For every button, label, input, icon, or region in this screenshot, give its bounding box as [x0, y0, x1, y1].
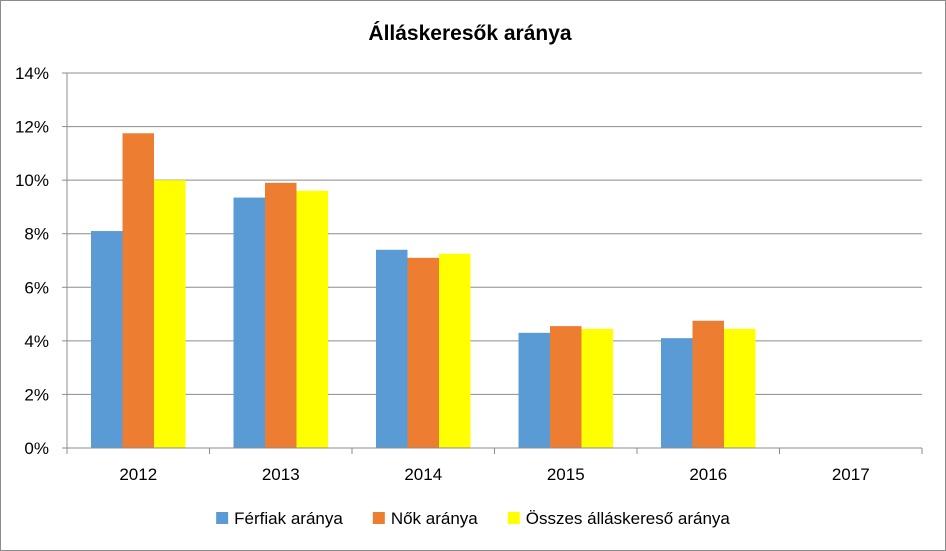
bar-2016-series-2	[692, 320, 724, 448]
bar-2012-series-1	[91, 231, 123, 448]
gridlines	[67, 72, 922, 395]
bar-2016-series-1	[661, 338, 693, 448]
legend-label: Nők aránya	[391, 509, 478, 528]
x-axis-ticks: 2012 2013 2014 2015 2016 2017	[119, 465, 869, 484]
chart-title: Álláskeresők aránya	[368, 22, 571, 45]
x-tick-label: 2012	[119, 465, 157, 484]
bar-2015-series-2	[550, 326, 582, 448]
legend-label: Férfiak aránya	[234, 509, 343, 528]
y-tick-label: 2%	[24, 385, 49, 404]
y-tick-label: 8%	[24, 225, 49, 244]
x-tick-label: 2016	[689, 465, 727, 484]
y-tick-label: 14%	[15, 64, 49, 83]
bar-2013-series-1	[233, 197, 265, 448]
bar-2012-series-2	[122, 133, 154, 448]
x-tick-label: 2015	[547, 465, 585, 484]
y-tick-label: 10%	[15, 171, 49, 190]
bar-2015-series-1	[518, 332, 550, 448]
x-tick-label: 2013	[262, 465, 300, 484]
bar-2013-series-2	[265, 182, 297, 449]
y-tick-label: 6%	[24, 278, 49, 297]
legend-swatch	[216, 512, 229, 524]
legend-item: Férfiak aránya	[216, 509, 343, 528]
y-axis-ticks: 0% 2% 4% 6% 8% 10% 12% 14%	[15, 64, 49, 458]
legend: Férfiak aránya Nők aránya Összes álláskere…	[216, 509, 730, 528]
bar-2014-series-1	[376, 249, 408, 448]
x-tick-label: 2014	[404, 465, 442, 484]
bar-2012-series-3	[154, 180, 186, 448]
legend-swatch	[372, 512, 385, 524]
legend-label: Összes álláskereső aránya	[526, 509, 731, 528]
y-tick-label: 12%	[15, 118, 49, 137]
bar-2014-series-3	[439, 253, 471, 448]
bar-2014-series-2	[407, 257, 439, 448]
x-axis	[62, 72, 923, 454]
bars	[91, 133, 756, 449]
legend-swatch	[507, 512, 520, 524]
bar-2016-series-3	[724, 328, 756, 448]
bar-2013-series-3	[296, 190, 328, 448]
y-tick-label: 4%	[24, 332, 49, 351]
x-tick-label: 2017	[832, 465, 870, 484]
legend-item: Nők aránya	[372, 509, 478, 528]
legend-item: Összes álláskereső aránya	[507, 509, 731, 528]
bar-2015-series-3	[581, 328, 613, 448]
y-tick-label: 0%	[24, 439, 49, 458]
